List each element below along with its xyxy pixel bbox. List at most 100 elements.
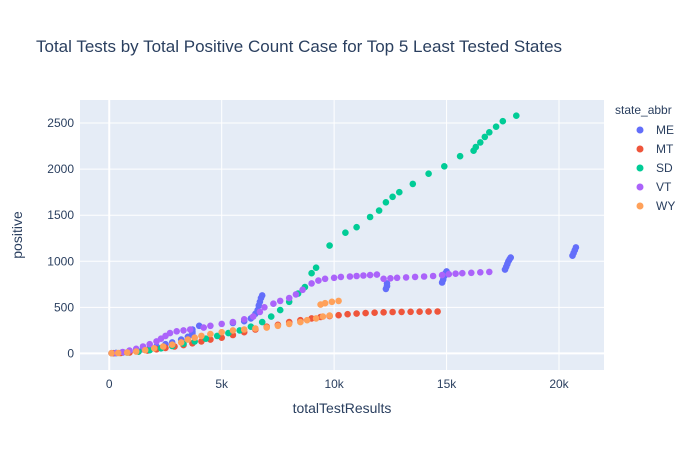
data-point[interactable]: [159, 343, 167, 350]
data-point[interactable]: [166, 329, 174, 337]
data-point[interactable]: [342, 229, 349, 236]
data-point[interactable]: [411, 273, 419, 281]
data-point[interactable]: [229, 318, 237, 326]
data-point[interactable]: [344, 310, 351, 318]
data-point[interactable]: [499, 117, 507, 125]
data-point[interactable]: [213, 332, 221, 340]
data-point[interactable]: [276, 297, 284, 305]
data-point[interactable]: [218, 320, 225, 328]
data-point[interactable]: [353, 223, 360, 231]
data-point[interactable]: [335, 297, 342, 305]
data-point[interactable]: [108, 349, 115, 357]
data-point[interactable]: [321, 275, 329, 283]
data-point[interactable]: [308, 269, 315, 277]
data-point[interactable]: [389, 193, 396, 201]
data-point[interactable]: [274, 322, 282, 330]
data-point[interactable]: [240, 326, 248, 333]
data-point[interactable]: [141, 346, 149, 354]
data-point[interactable]: [263, 324, 271, 331]
data-point[interactable]: [330, 274, 338, 282]
data-point[interactable]: [373, 271, 381, 278]
data-point[interactable]: [292, 291, 300, 298]
data-point[interactable]: [252, 325, 259, 332]
data-point[interactable]: [393, 274, 401, 282]
data-point[interactable]: [184, 336, 192, 343]
legend[interactable]: state_abbr ME MT SD VT WY: [615, 103, 675, 213]
data-point[interactable]: [261, 304, 268, 311]
data-point[interactable]: [477, 139, 484, 146]
data-point[interactable]: [168, 341, 176, 349]
data-point[interactable]: [353, 272, 360, 280]
legend-item-wy[interactable]: WY: [636, 199, 676, 213]
data-point[interactable]: [366, 213, 374, 221]
data-point[interactable]: [362, 309, 369, 317]
data-point[interactable]: [452, 270, 459, 278]
data-point[interactable]: [218, 328, 225, 336]
data-point[interactable]: [335, 311, 342, 319]
data-point[interactable]: [486, 129, 493, 136]
data-point[interactable]: [492, 123, 500, 130]
data-point[interactable]: [270, 300, 277, 308]
data-point[interactable]: [353, 310, 360, 317]
data-point[interactable]: [256, 308, 264, 316]
data-point[interactable]: [146, 340, 153, 348]
data-point[interactable]: [407, 308, 414, 316]
data-point[interactable]: [429, 272, 437, 280]
data-point[interactable]: [380, 309, 387, 316]
data-point[interactable]: [380, 275, 387, 283]
data-point[interactable]: [438, 271, 446, 279]
data-point[interactable]: [132, 348, 140, 355]
data-point[interactable]: [396, 188, 403, 196]
data-point[interactable]: [180, 327, 187, 334]
data-point[interactable]: [285, 294, 293, 302]
data-point[interactable]: [267, 313, 275, 320]
data-point[interactable]: [315, 277, 322, 284]
data-point[interactable]: [477, 269, 484, 276]
data-point[interactable]: [326, 242, 333, 249]
data-point[interactable]: [389, 308, 396, 316]
data-point[interactable]: [258, 292, 266, 299]
data-point[interactable]: [312, 264, 320, 272]
data-point[interactable]: [123, 349, 131, 356]
data-point[interactable]: [416, 308, 423, 316]
legend-item-sd[interactable]: SD: [636, 161, 674, 175]
data-point[interactable]: [434, 308, 441, 315]
data-point[interactable]: [299, 286, 306, 294]
data-point[interactable]: [420, 273, 428, 280]
legend-item-mt[interactable]: MT: [636, 142, 674, 156]
data-point[interactable]: [337, 273, 345, 281]
data-point[interactable]: [297, 318, 304, 326]
data-point[interactable]: [249, 313, 257, 320]
data-point[interactable]: [198, 332, 205, 340]
data-point[interactable]: [382, 199, 390, 206]
data-point[interactable]: [312, 315, 320, 322]
data-point[interactable]: [150, 345, 158, 352]
data-point[interactable]: [303, 316, 311, 324]
data-point[interactable]: [468, 269, 475, 277]
data-point[interactable]: [308, 280, 315, 287]
data-point[interactable]: [445, 270, 453, 278]
data-point[interactable]: [387, 275, 394, 282]
data-point[interactable]: [200, 324, 207, 331]
data-point[interactable]: [398, 308, 405, 316]
data-point[interactable]: [409, 180, 417, 188]
data-point[interactable]: [186, 326, 194, 333]
data-point[interactable]: [572, 244, 580, 251]
data-point[interactable]: [321, 299, 329, 307]
data-point[interactable]: [360, 272, 367, 279]
data-point[interactable]: [472, 143, 480, 151]
data-point[interactable]: [229, 327, 237, 334]
data-point[interactable]: [507, 254, 514, 261]
data-point[interactable]: [328, 298, 336, 306]
data-point[interactable]: [425, 308, 432, 315]
data-point[interactable]: [456, 152, 464, 160]
data-point[interactable]: [459, 269, 466, 277]
data-point[interactable]: [375, 207, 383, 214]
legend-item-vt[interactable]: VT: [636, 180, 673, 194]
data-point[interactable]: [402, 274, 410, 281]
data-point[interactable]: [177, 339, 185, 346]
data-point[interactable]: [346, 273, 354, 280]
data-point[interactable]: [366, 271, 374, 279]
data-point[interactable]: [425, 170, 432, 177]
data-point[interactable]: [383, 280, 391, 287]
